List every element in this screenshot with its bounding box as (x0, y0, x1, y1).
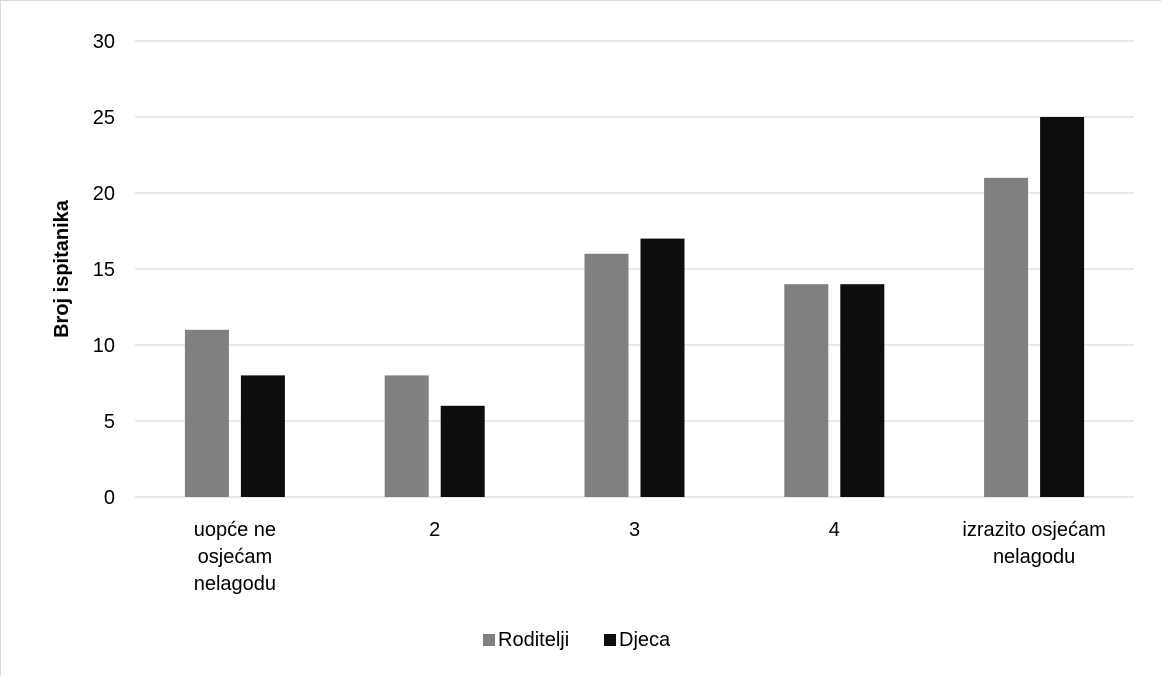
y-tick-label: 15 (93, 259, 115, 281)
x-category-label: uopće ne osjećam nelagodu (194, 519, 276, 595)
y-tick-labels: 0 5 10 15 20 25 30 (93, 31, 115, 509)
bar-djeca-4 (1040, 117, 1085, 497)
legend-label-roditelji: Roditelji (498, 629, 569, 651)
y-axis-title: Broj ispitanika (51, 199, 73, 338)
bars (184, 117, 1085, 498)
bar-djeca-1 (440, 405, 485, 497)
x-category-label: izrazito osjećam nelagodu (962, 519, 1105, 568)
x-category-label: 4 (829, 519, 840, 541)
y-tick-label: 5 (104, 411, 115, 433)
bar-djeca-0 (240, 375, 285, 497)
y-tick-label: 10 (93, 335, 115, 357)
x-category-label: 3 (629, 519, 640, 541)
y-tick-label: 25 (93, 107, 115, 129)
legend-swatch-djeca (604, 634, 616, 646)
legend-label-djeca: Djeca (619, 629, 671, 651)
x-category-labels: uopće ne osjećam nelagodu 2 3 4 izrazito osjeć… (194, 519, 1106, 595)
bar-djeca-3 (840, 284, 885, 497)
bar-roditelji-2 (584, 253, 629, 497)
bar-roditelji-0 (184, 329, 229, 497)
legend: Roditelji Djeca (483, 629, 671, 651)
x-category-label: 2 (429, 519, 440, 541)
legend-swatch-roditelji (483, 634, 495, 646)
bar-roditelji-1 (384, 375, 429, 497)
y-tick-label: 0 (104, 487, 115, 509)
bar-roditelji-3 (784, 284, 829, 497)
y-tick-label: 30 (93, 31, 115, 53)
bar-roditelji-4 (984, 177, 1029, 498)
gridlines (135, 40, 1134, 498)
y-tick-label: 20 (93, 183, 115, 205)
bar-djeca-2 (640, 238, 685, 497)
